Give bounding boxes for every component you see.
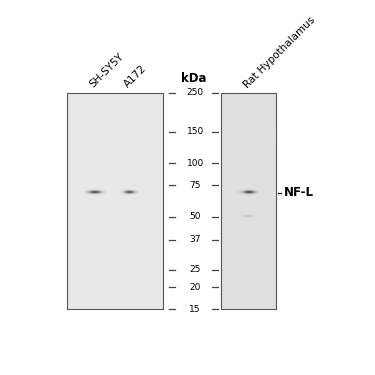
Text: NF-L: NF-L [284, 186, 314, 200]
Text: 150: 150 [186, 128, 204, 136]
Text: 25: 25 [189, 266, 201, 274]
Text: 15: 15 [189, 305, 201, 314]
Text: 50: 50 [189, 212, 201, 221]
Text: Rat Hypothalamus: Rat Hypothalamus [242, 15, 317, 90]
Bar [221, 93, 276, 309]
Text: 75: 75 [189, 181, 201, 190]
Bar [67, 93, 163, 309]
Text: 20: 20 [189, 282, 201, 291]
Text: kDa: kDa [181, 72, 206, 86]
Text: SH-SY5Y: SH-SY5Y [88, 52, 126, 90]
Text: 100: 100 [186, 159, 204, 168]
Text: 250: 250 [186, 88, 204, 97]
Text: A172: A172 [123, 64, 149, 90]
Text: 37: 37 [189, 235, 201, 244]
